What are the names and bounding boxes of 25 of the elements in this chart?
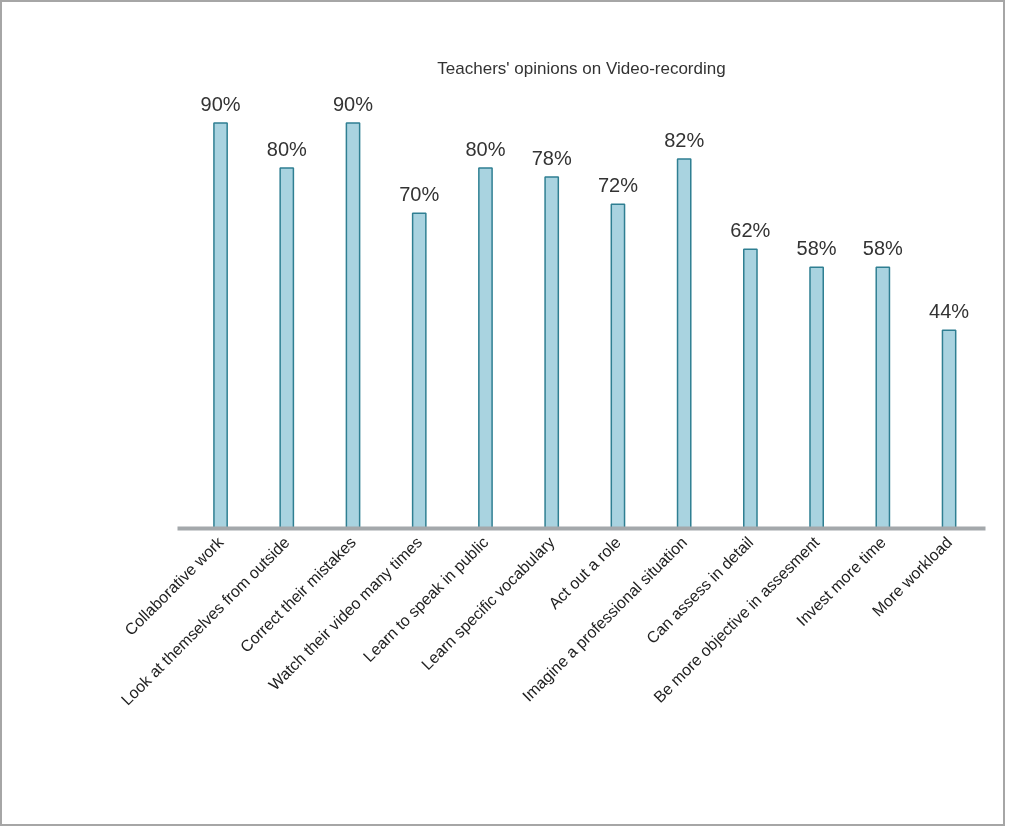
bar xyxy=(478,167,493,529)
bar xyxy=(941,329,957,529)
bar xyxy=(213,122,228,529)
bar xyxy=(544,176,560,529)
bar xyxy=(743,248,758,529)
data-label: 80% xyxy=(266,138,308,161)
data-label: 72% xyxy=(597,174,639,197)
data-label: 58% xyxy=(796,237,837,260)
data-label: 80% xyxy=(465,138,506,161)
bar xyxy=(676,158,692,529)
data-label: 90% xyxy=(332,93,374,116)
bar xyxy=(809,266,824,529)
bar xyxy=(875,266,891,529)
chart-title: Teachers' opinions on Video-recording xyxy=(437,58,726,78)
bar xyxy=(279,167,295,529)
data-label: 62% xyxy=(730,219,771,242)
data-label: 58% xyxy=(862,237,904,260)
bar xyxy=(411,212,427,529)
data-label: 90% xyxy=(200,93,241,116)
data-label: 82% xyxy=(664,129,705,152)
data-label: 70% xyxy=(399,183,440,206)
data-label: 78% xyxy=(531,147,572,170)
bar xyxy=(610,203,626,529)
data-label: 44% xyxy=(929,300,970,323)
bar xyxy=(345,122,361,529)
